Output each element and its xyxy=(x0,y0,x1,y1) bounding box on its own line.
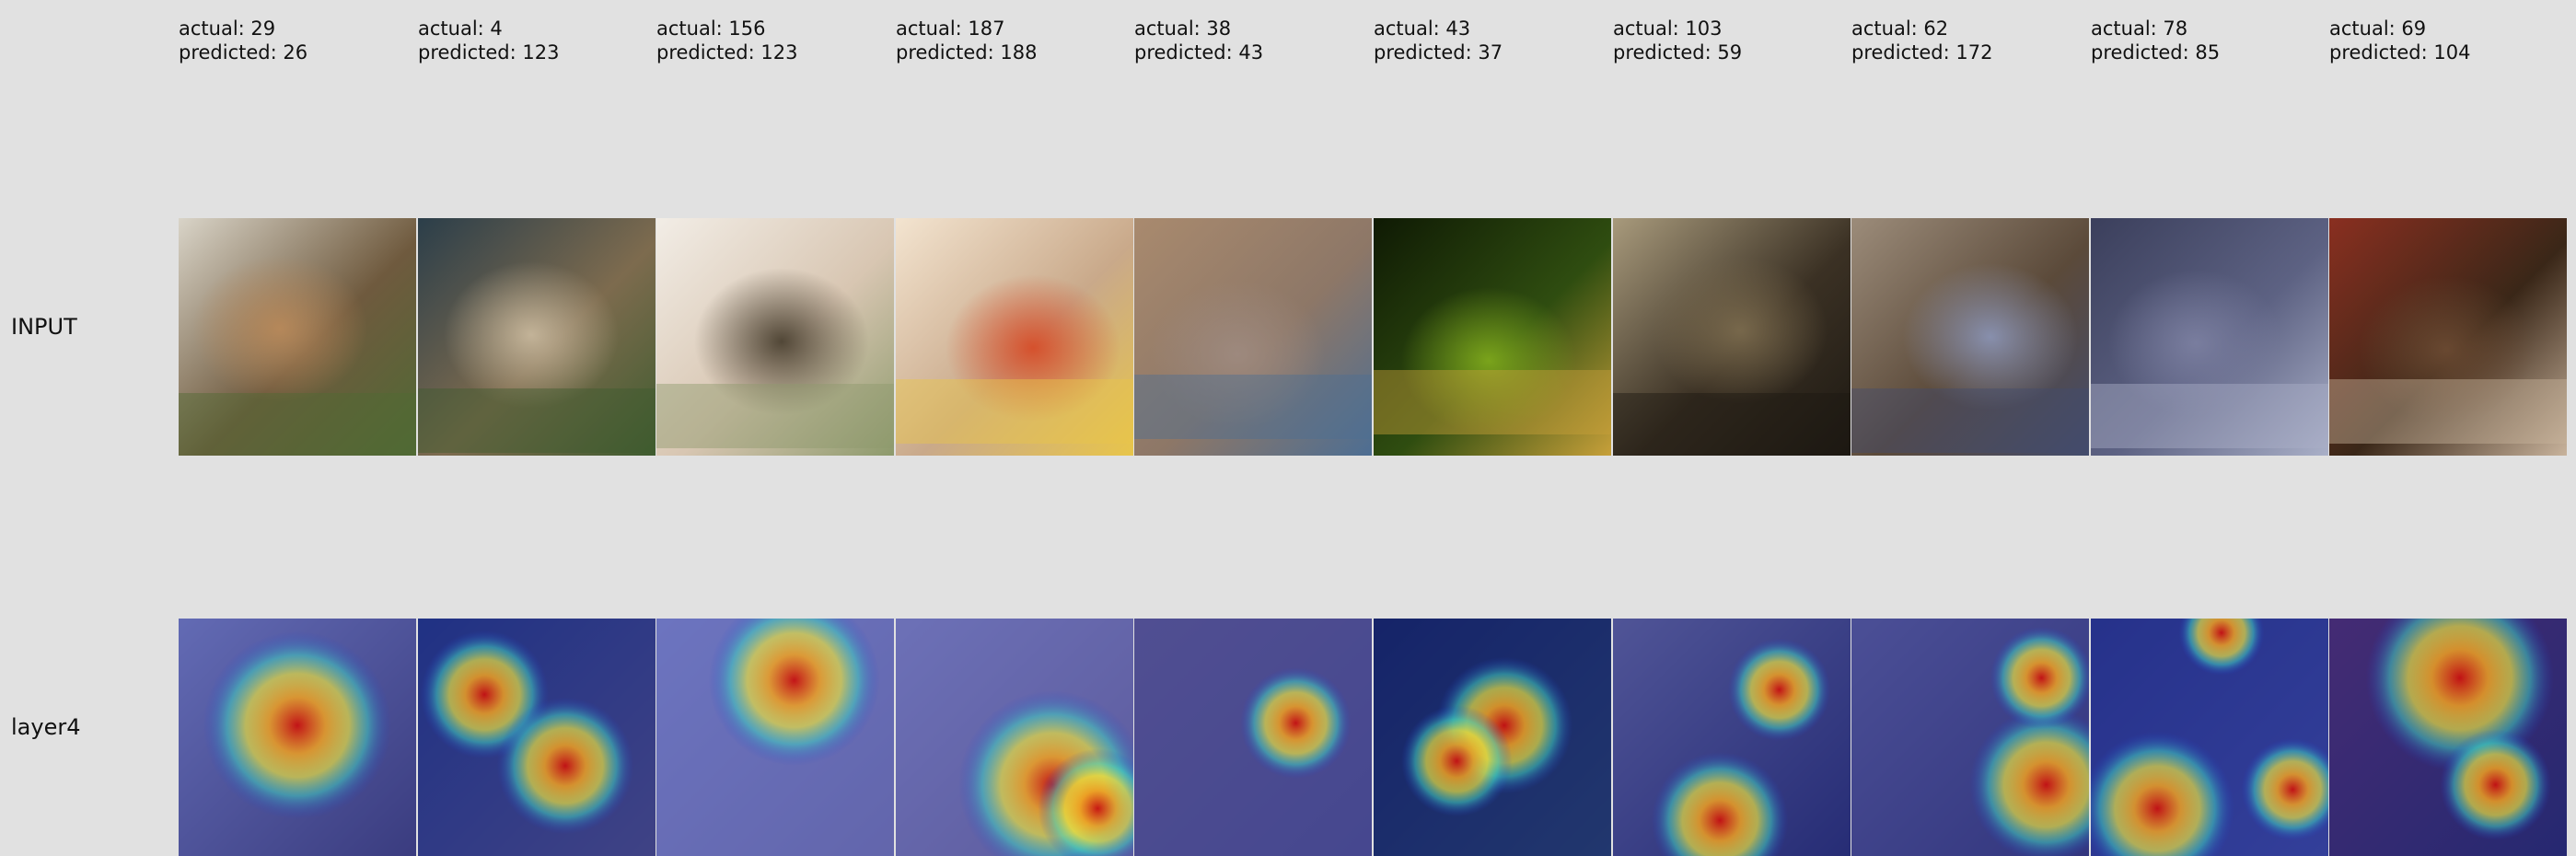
row-label-input: INPUT xyxy=(11,314,77,340)
input-image xyxy=(2091,218,2328,456)
gradcam-heatmap xyxy=(1374,619,1611,856)
input-image xyxy=(656,218,894,456)
heatmap-hotspot xyxy=(1968,708,2089,856)
sample-column: actual: 38 predicted: 43 xyxy=(1134,0,1372,856)
actual-label: actual: 4 xyxy=(418,17,503,40)
sample-column: actual: 78 predicted: 85 xyxy=(2091,0,2328,856)
predicted-label: predicted: 172 xyxy=(1851,41,1993,64)
heatmap-hotspot xyxy=(2178,619,2265,676)
input-image xyxy=(1851,218,2089,456)
actual-label: actual: 187 xyxy=(896,17,1005,40)
sample-caption: actual: 156 predicted: 123 xyxy=(656,17,797,64)
actual-label: actual: 103 xyxy=(1613,17,1723,40)
sample-caption: actual: 62 predicted: 172 xyxy=(1851,17,1992,64)
input-image xyxy=(1134,218,1372,456)
actual-label: actual: 69 xyxy=(2329,17,2427,40)
input-image xyxy=(896,218,1133,456)
sample-column: actual: 4 predicted: 123 xyxy=(418,0,656,856)
sample-caption: actual: 187 predicted: 188 xyxy=(896,17,1037,64)
heatmap-hotspot xyxy=(1240,667,1352,779)
actual-label: actual: 78 xyxy=(2091,17,2188,40)
gradcam-heatmap xyxy=(1851,619,2089,856)
input-image xyxy=(179,218,416,456)
heatmap-hotspot xyxy=(708,619,880,766)
actual-label: actual: 62 xyxy=(1851,17,1949,40)
heatmap-hotspot xyxy=(1400,705,1513,817)
sample-caption: actual: 69 predicted: 104 xyxy=(2329,17,2470,64)
actual-label: actual: 38 xyxy=(1134,17,1232,40)
gradcam-heatmap xyxy=(2091,619,2328,856)
input-image xyxy=(1374,218,1611,456)
actual-label: actual: 29 xyxy=(179,17,276,40)
gradcam-heatmap xyxy=(418,619,656,856)
sample-caption: actual: 103 predicted: 59 xyxy=(1613,17,1742,64)
heatmap-hotspot xyxy=(496,697,634,835)
sample-column: actual: 103 predicted: 59 xyxy=(1613,0,1851,856)
heatmap-hotspot xyxy=(2241,738,2328,841)
gradcam-heatmap xyxy=(179,619,416,856)
actual-label: actual: 43 xyxy=(1374,17,1471,40)
predicted-label: predicted: 85 xyxy=(2091,41,2221,64)
row-label-layer4: layer4 xyxy=(11,714,81,740)
sample-column: actual: 69 predicted: 104 xyxy=(2329,0,2567,856)
sample-caption: actual: 4 predicted: 123 xyxy=(418,17,559,64)
sample-caption: actual: 38 predicted: 43 xyxy=(1134,17,1263,64)
predicted-label: predicted: 59 xyxy=(1613,41,1743,64)
predicted-label: predicted: 37 xyxy=(1374,41,1503,64)
gradcam-heatmap xyxy=(656,619,894,856)
predicted-label: predicted: 104 xyxy=(2329,41,2471,64)
input-image xyxy=(2329,218,2567,456)
heatmap-hotspot xyxy=(1651,752,1789,856)
input-image xyxy=(1613,218,1851,456)
sample-column: actual: 29 predicted: 26 xyxy=(179,0,416,856)
sample-caption: actual: 29 predicted: 26 xyxy=(179,17,307,64)
heatmap-hotspot xyxy=(1038,748,1133,856)
gradcam-heatmap xyxy=(1134,619,1372,856)
gradcam-heatmap xyxy=(1613,619,1851,856)
predicted-label: predicted: 123 xyxy=(418,41,560,64)
predicted-label: predicted: 188 xyxy=(896,41,1038,64)
gradcam-heatmap xyxy=(2329,619,2567,856)
predicted-label: predicted: 26 xyxy=(179,41,308,64)
actual-label: actual: 156 xyxy=(656,17,766,40)
gradcam-heatmap xyxy=(896,619,1133,856)
sample-column: actual: 43 predicted: 37 xyxy=(1374,0,1611,856)
sample-column: actual: 187 predicted: 188 xyxy=(896,0,1133,856)
heatmap-hotspot xyxy=(2440,729,2551,840)
input-image xyxy=(418,218,656,456)
heatmap-hotspot xyxy=(2091,731,2234,856)
sample-column: actual: 156 predicted: 123 xyxy=(656,0,894,856)
heatmap-hotspot xyxy=(203,630,392,820)
sample-column: actual: 62 predicted: 172 xyxy=(1851,0,2089,856)
predicted-label: predicted: 123 xyxy=(656,41,798,64)
heatmap-hotspot xyxy=(1727,638,1831,742)
predicted-label: predicted: 43 xyxy=(1134,41,1264,64)
sample-caption: actual: 43 predicted: 37 xyxy=(1374,17,1503,64)
heatmap-hotspot xyxy=(1990,626,2089,730)
sample-caption: actual: 78 predicted: 85 xyxy=(2091,17,2220,64)
